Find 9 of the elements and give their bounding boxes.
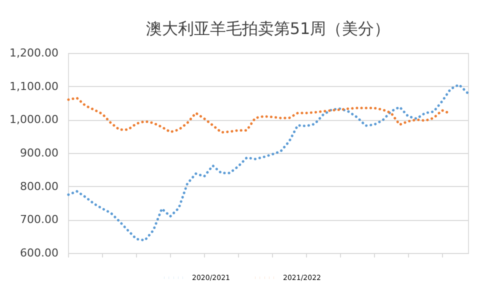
y-tick-label: 900.00	[20, 146, 58, 160]
y-tick-label: 800.00	[20, 180, 58, 193]
line-series	[67, 83, 469, 242]
y-tick-label: 1,200.00	[10, 46, 58, 60]
y-tick-label: 700.00	[20, 213, 58, 226]
y-tick-label: 1,100.00	[10, 80, 58, 93]
y-tick-label: 1,000.00	[10, 113, 58, 126]
y-tick-label: 600.00	[20, 246, 58, 260]
chart-title: 澳大利亚羊毛拍卖第51周（美分）	[146, 19, 390, 38]
